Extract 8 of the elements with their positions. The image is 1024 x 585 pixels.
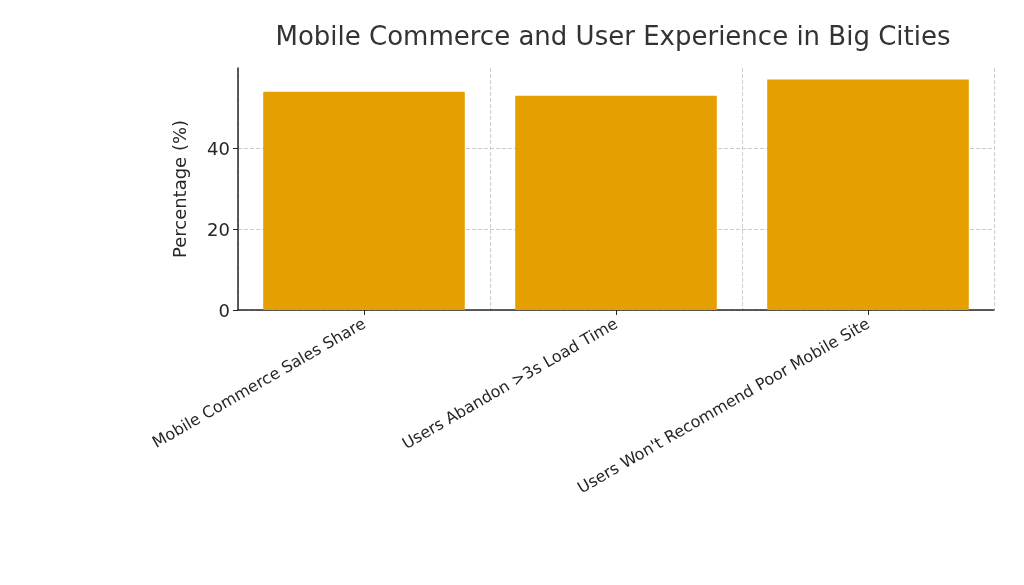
- y-tick-label: 0: [218, 299, 230, 321]
- bar: [515, 95, 717, 310]
- y-tick-label: 40: [207, 137, 230, 159]
- chart-title: Mobile Commerce and User Experience in Big Cities: [275, 21, 951, 51]
- bar: [767, 79, 969, 310]
- y-tick-label: 20: [207, 218, 230, 240]
- y-axis-title: Percentage (%): [168, 119, 190, 259]
- bar: [263, 91, 465, 310]
